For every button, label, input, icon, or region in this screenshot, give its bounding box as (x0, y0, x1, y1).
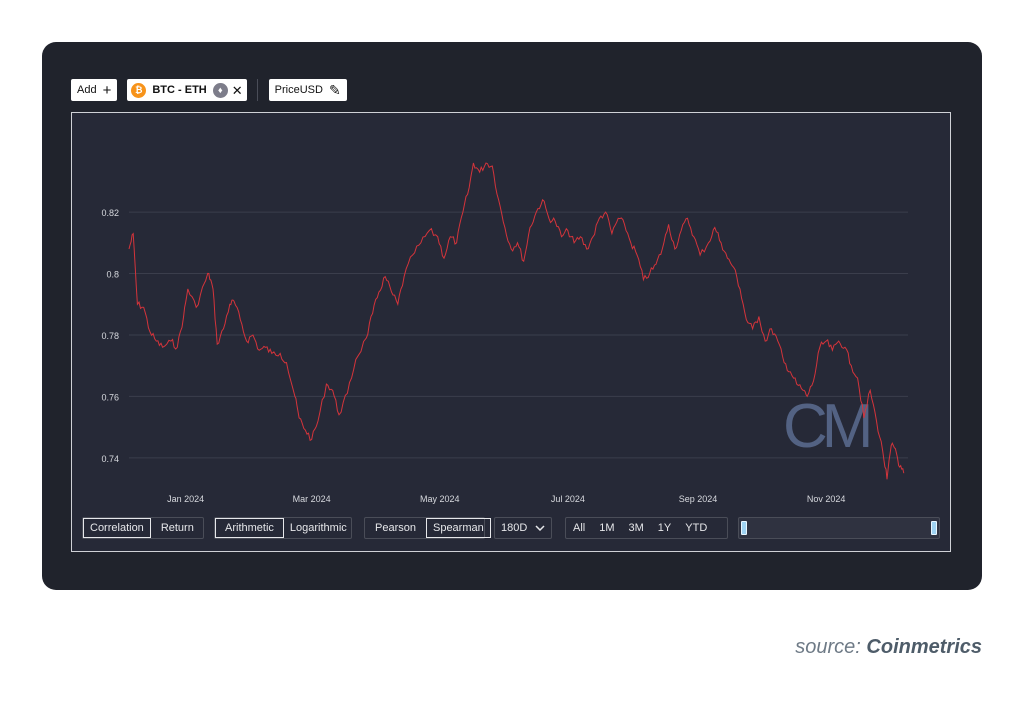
x-tick-label: May 2024 (420, 494, 460, 504)
range-3m-button[interactable]: 3M (628, 522, 644, 534)
range-start-handle[interactable] (741, 521, 747, 535)
x-tick-label: Nov 2024 (807, 494, 846, 504)
series (128, 162, 905, 480)
chart-area: 0.74 0.76 0.78 0.8 0.82 Jan 2024 Mar 2024 May … (71, 112, 951, 552)
y-tick-label: 0.78 (101, 331, 119, 341)
plus-icon: + (102, 81, 112, 99)
correlation-option[interactable]: Correlation (83, 518, 151, 538)
range-ytd-button[interactable]: YTD (685, 522, 708, 534)
add-label: Add (77, 84, 97, 96)
grid (129, 211, 908, 459)
return-option[interactable]: Return (160, 522, 194, 534)
bitcoin-icon: ₿ (131, 82, 147, 98)
asset-pair-label: BTC - ETH (152, 84, 207, 96)
arithmetic-option[interactable]: Arithmetic (215, 518, 284, 538)
source-caption: source: Coinmetrics (795, 636, 982, 659)
pearson-option[interactable]: Pearson (375, 522, 416, 534)
chevron-down-icon (535, 525, 545, 531)
method-toggle: Pearson Spearman (364, 517, 491, 539)
y-axis: 0.74 0.76 0.78 0.8 0.82 (101, 208, 119, 464)
spearman-option[interactable]: Spearman (425, 518, 491, 538)
logarithmic-option[interactable]: Logarithmic (289, 522, 347, 534)
y-tick-label: 0.8 (106, 270, 119, 280)
window-value: 180D (501, 522, 528, 534)
correlation-chart: 0.74 0.76 0.78 0.8 0.82 Jan 2024 Mar 2024 May … (101, 162, 908, 504)
range-end-handle[interactable] (931, 521, 937, 535)
toolbar-divider (256, 79, 258, 101)
x-tick-label: Jul 2024 (551, 494, 585, 504)
y-tick-label: 0.76 (101, 392, 119, 402)
range-1m-button[interactable]: 1M (599, 522, 615, 534)
x-axis: Jan 2024 Mar 2024 May 2024 Jul 2024 Sep 2024… (167, 494, 845, 504)
metric-button[interactable]: PriceUSD ✎ (268, 79, 347, 101)
y-tick-label: 0.82 (101, 208, 119, 218)
watermark-logo: CM (783, 392, 875, 461)
chart-type-toggle: Correlation Return (82, 517, 204, 539)
asset-pair-chip[interactable]: ₿ BTC - ETH ♦ ✕ (127, 79, 247, 101)
watermark-text: CM (783, 392, 869, 461)
scale-toggle: Arithmetic Logarithmic (214, 517, 352, 539)
btc-eth-correlation-line (128, 162, 905, 480)
metric-label: PriceUSD (274, 84, 323, 96)
x-tick-label: Sep 2024 (679, 494, 718, 504)
close-icon[interactable]: ✕ (231, 82, 243, 98)
range-all-button[interactable]: All (573, 522, 586, 534)
x-tick-label: Jan 2024 (167, 494, 204, 504)
x-tick-label: Mar 2024 (293, 494, 331, 504)
range-buttons: All 1M 3M 1Y YTD (565, 517, 728, 539)
window-select[interactable]: 180D (494, 517, 552, 539)
range-1y-button[interactable]: 1Y (657, 522, 672, 534)
add-button[interactable]: Add + (71, 79, 118, 101)
chart-toolbar: Add + ₿ BTC - ETH ♦ ✕ PriceUSD ✎ (71, 79, 357, 101)
source-name: Coinmetrics (866, 636, 982, 658)
y-tick-label: 0.74 (101, 454, 119, 464)
ethereum-icon: ♦ (212, 82, 228, 98)
edit-icon: ✎ (328, 82, 341, 98)
source-prefix: source: (795, 636, 861, 658)
date-range-slider[interactable] (738, 517, 940, 539)
